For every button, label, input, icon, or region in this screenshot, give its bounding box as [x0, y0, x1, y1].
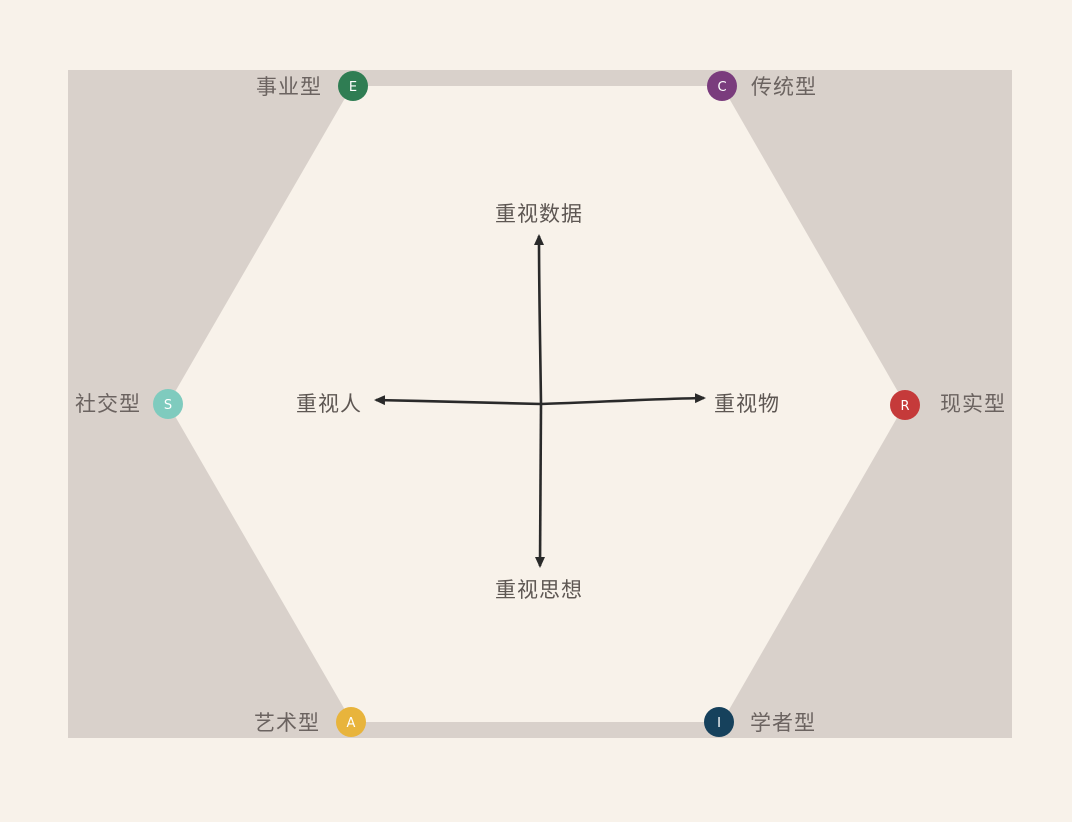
axis-arrow-left: [374, 395, 542, 406]
badge-a-letter: A: [347, 716, 356, 731]
axis-label-right: 重视物: [714, 392, 780, 416]
axis-label-down: 重视思想: [495, 578, 583, 602]
axis-arrow-down: [535, 403, 546, 568]
vertex-a: A 艺术型: [254, 707, 366, 737]
badge-i: [704, 707, 734, 737]
badge-a: [336, 707, 366, 737]
vertex-s: S 社交型: [75, 389, 183, 419]
label-a: 艺术型: [254, 711, 320, 735]
label-s: 社交型: [75, 392, 141, 416]
badge-e-letter: E: [349, 80, 357, 95]
badge-c: [707, 71, 737, 101]
badge-c-letter: C: [717, 80, 726, 95]
vertex-r: R 现实型: [890, 390, 1006, 420]
axis-label-up: 重视数据: [495, 202, 583, 226]
axis-arrow-up: [534, 234, 545, 405]
axis-label-left: 重视人: [296, 392, 362, 416]
badge-r: [890, 390, 920, 420]
vertex-c: C 传统型: [707, 71, 817, 101]
badge-s: [153, 389, 183, 419]
badge-e: [338, 71, 368, 101]
label-c: 传统型: [751, 75, 817, 99]
label-r: 现实型: [940, 392, 1006, 416]
badge-s-letter: S: [164, 398, 172, 413]
label-i: 学者型: [750, 711, 816, 735]
badge-r-letter: R: [900, 399, 909, 414]
badge-i-letter: I: [717, 716, 721, 731]
vertex-e: E 事业型: [256, 71, 368, 101]
vertex-i: I 学者型: [704, 707, 816, 737]
label-e: 事业型: [256, 75, 322, 99]
axis-arrow-right: [540, 393, 706, 406]
